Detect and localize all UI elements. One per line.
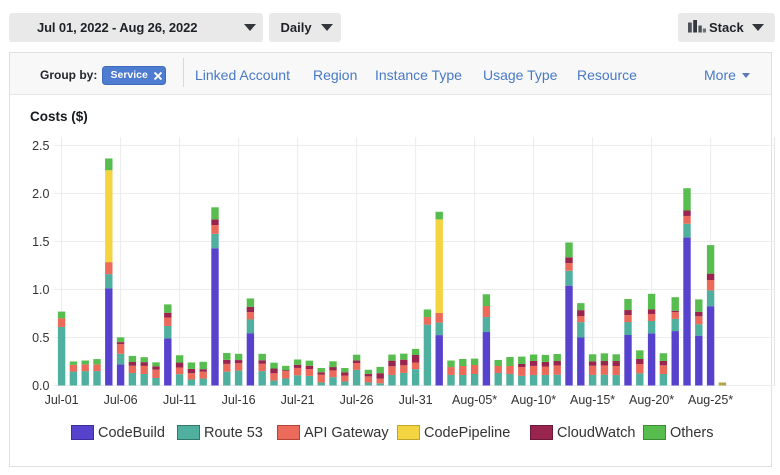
svg-text:1.5: 1.5 xyxy=(32,235,49,249)
svg-text:Jul-16: Jul-16 xyxy=(222,393,256,407)
svg-text:Jul-21: Jul-21 xyxy=(281,393,315,407)
svg-text:Aug-10*: Aug-10* xyxy=(511,393,556,407)
svg-text:Aug-25*: Aug-25* xyxy=(688,393,733,407)
svg-text:Jul-11: Jul-11 xyxy=(163,393,196,407)
svg-text:Jul-01: Jul-01 xyxy=(45,393,79,407)
svg-text:Aug-20*: Aug-20* xyxy=(629,393,674,407)
svg-text:2.0: 2.0 xyxy=(32,187,49,201)
svg-text:Jul-06: Jul-06 xyxy=(104,393,138,407)
svg-text:1.0: 1.0 xyxy=(32,283,49,297)
svg-text:Aug-15*: Aug-15* xyxy=(570,393,615,407)
svg-text:Jul-31: Jul-31 xyxy=(399,393,433,407)
svg-text:0.0: 0.0 xyxy=(32,379,49,393)
svg-text:Aug-05*: Aug-05* xyxy=(452,393,497,407)
svg-text:Jul-26: Jul-26 xyxy=(340,393,374,407)
svg-text:0.5: 0.5 xyxy=(32,331,49,345)
svg-text:2.5: 2.5 xyxy=(32,139,49,153)
